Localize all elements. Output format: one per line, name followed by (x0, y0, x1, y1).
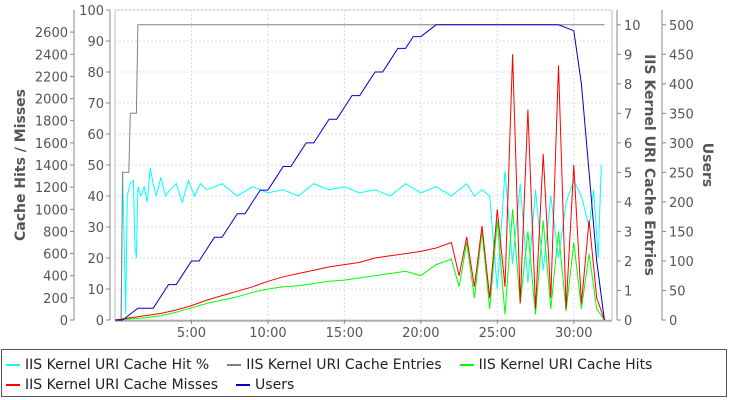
legend-label-hits: IIS Kernel URI Cache Hits (478, 357, 653, 373)
series-hits-line (114, 209, 605, 321)
right-outer-axis-tick-label: 150 (669, 225, 694, 240)
legend-item-hit-percent: IIS Kernel URI Cache Hit % (2, 357, 209, 373)
legend: IIS Kernel URI Cache Hit % IIS Kernel UR… (1, 349, 727, 397)
right-inner-axis-tick-label: 2 (624, 255, 632, 270)
left-axis-title: Cache Hits / Misses (13, 89, 29, 241)
right-outer-axis-tick-label: 100 (669, 255, 694, 270)
series-entries-line (115, 24, 605, 321)
axes: 5:00 10:00 15:00 20:00 25:00 30:0002004006008… (35, 4, 694, 341)
legend-item-users: Users (232, 377, 294, 393)
right-outer-axis-tick-label: 350 (669, 107, 694, 122)
right-outer-axis-title: Users (699, 143, 715, 187)
left-outer-axis-tick-label: 1400 (35, 159, 68, 174)
left-inner-axis-tick-label: 90 (87, 35, 104, 50)
left-outer-axis-tick-label: 2400 (35, 48, 68, 63)
left-outer-axis-tick-label: 2000 (35, 93, 68, 108)
right-outer-axis-tick-label: 450 (669, 48, 694, 63)
legend-swatch-users (236, 384, 251, 386)
right-outer-axis-tick-label: 200 (669, 196, 694, 211)
x-tick-label: 5:00 (177, 326, 206, 341)
series-hit-percent-line (115, 164, 602, 321)
legend-item-misses: IIS Kernel URI Cache Misses (2, 377, 218, 393)
left-outer-axis-tick-label: 600 (43, 248, 68, 263)
legend-row-1: IIS Kernel URI Cache Hit % IIS Kernel UR… (2, 355, 666, 375)
right-inner-axis-tick-label: 4 (624, 196, 632, 211)
right-outer-axis-tick-label: 500 (669, 19, 694, 34)
x-tick-label: 30:00 (555, 326, 592, 341)
right-inner-axis-tick-label: 10 (624, 19, 641, 34)
series-lines (114, 24, 605, 321)
legend-swatch-hits (459, 364, 474, 366)
legend-item-entries: IIS Kernel URI Cache Entries (223, 357, 442, 373)
right-inner-axis-tick-label: 3 (624, 225, 632, 240)
right-inner-axis-tick-label: 5 (624, 166, 632, 181)
left-inner-axis-tick-label: 20 (87, 252, 104, 267)
left-inner-axis-tick-label: 60 (87, 128, 104, 143)
left-outer-axis-tick-label: 200 (43, 292, 68, 307)
x-tick-label: 15:00 (326, 326, 363, 341)
legend-row-2: IIS Kernel URI Cache Misses Users (2, 375, 308, 395)
legend-label-misses: IIS Kernel URI Cache Misses (25, 377, 219, 393)
right-outer-axis-tick-label: 250 (669, 166, 694, 181)
legend-swatch-entries (227, 364, 242, 366)
left-inner-axis-tick-label: 80 (87, 66, 104, 81)
series-users-line (115, 24, 605, 321)
left-inner-axis-tick-label: 100 (79, 4, 104, 19)
right-inner-axis-tick-label: 0 (624, 314, 632, 329)
right-inner-axis-tick-label: 6 (624, 137, 632, 152)
left-outer-axis-tick-label: 0 (60, 314, 68, 329)
legend-label-hit-percent: IIS Kernel URI Cache Hit % (25, 357, 210, 373)
left-inner-axis-tick-label: 0 (96, 314, 104, 329)
right-outer-axis-tick-label: 0 (669, 314, 677, 329)
left-outer-axis-tick-label: 1200 (35, 181, 68, 196)
legend-swatch-hit-percent (6, 364, 20, 366)
left-inner-axis-tick-label: 40 (87, 190, 104, 205)
left-inner-axis-tick-label: 50 (87, 159, 104, 174)
left-inner-axis-tick-label: 30 (87, 221, 104, 236)
right-outer-axis-tick-label: 50 (669, 284, 686, 299)
left-outer-axis-tick-label: 400 (43, 270, 68, 285)
x-tick-label: 20:00 (402, 326, 439, 341)
left-outer-axis-tick-label: 800 (43, 225, 68, 240)
grid (115, 9, 612, 321)
right-inner-axis-tick-label: 9 (624, 48, 632, 63)
right-inner-axis-tick-label: 1 (624, 284, 632, 299)
legend-label-entries: IIS Kernel URI Cache Entries (246, 357, 442, 373)
legend-swatch-misses (6, 384, 20, 386)
legend-item-hits: IIS Kernel URI Cache Hits (456, 357, 653, 373)
left-outer-axis-tick-label: 2600 (35, 26, 68, 41)
right-inner-axis-tick-label: 7 (624, 107, 632, 122)
x-tick-label: 10:00 (249, 326, 286, 341)
right-outer-axis-tick-label: 400 (669, 78, 694, 93)
right-inner-axis-title: IIS Kernel URI Cache Entries (641, 54, 657, 276)
left-outer-axis-tick-label: 1000 (35, 203, 68, 218)
x-tick-label: 25:00 (479, 326, 516, 341)
chart: 5:00 10:00 15:00 20:00 25:00 30:0002004006008… (13, 4, 715, 341)
series-misses-line (114, 54, 605, 321)
left-inner-axis-tick-label: 70 (87, 97, 104, 112)
right-inner-axis-tick-label: 8 (624, 78, 632, 93)
legend-label-users: Users (255, 377, 295, 393)
left-inner-axis-tick-label: 10 (87, 283, 104, 298)
right-outer-axis-tick-label: 300 (669, 137, 694, 152)
left-outer-axis-tick-label: 1600 (35, 137, 68, 152)
left-outer-axis-tick-label: 2200 (35, 70, 68, 85)
left-outer-axis-tick-label: 1800 (35, 115, 68, 130)
